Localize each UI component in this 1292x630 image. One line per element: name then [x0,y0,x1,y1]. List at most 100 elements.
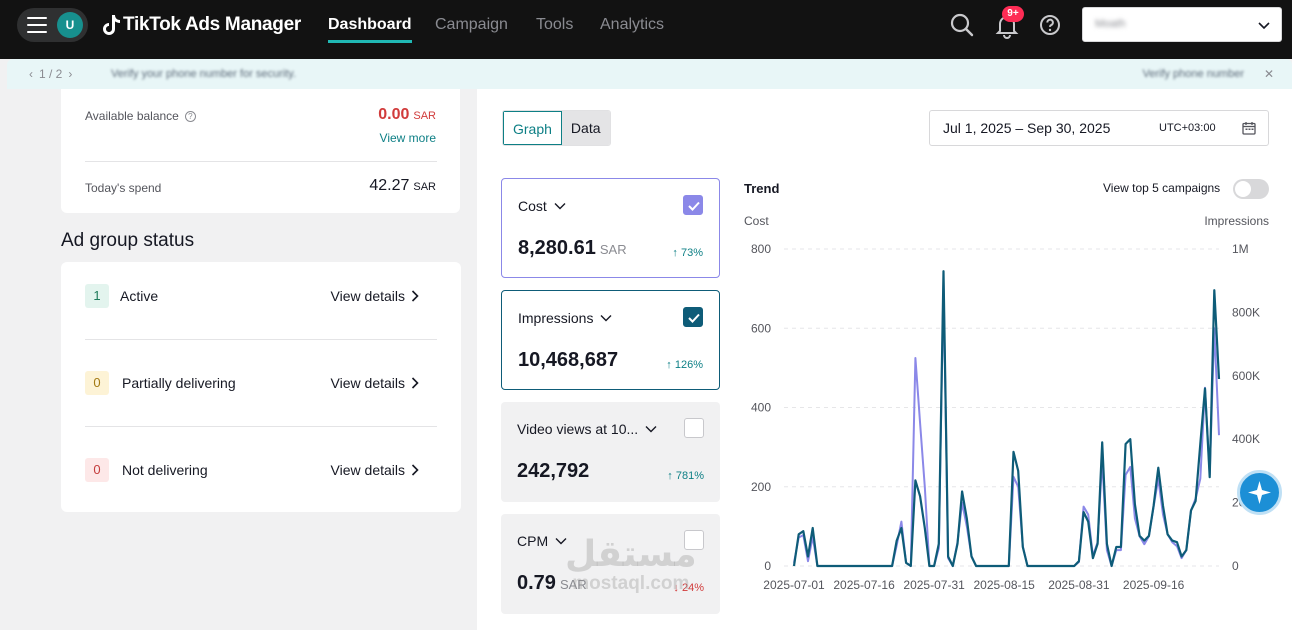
metric-change: ↑ 126% [666,359,703,371]
y2-tick-label: 600K [1232,369,1260,383]
close-icon[interactable]: ✕ [1263,67,1274,81]
y-tick-label: 200 [751,480,771,494]
todays-spend-label: Today's spend [85,181,162,195]
performance-panel: Graph Data Jul 1, 2025 – Sep 30, 2025 UT… [477,89,1292,630]
graph-tab[interactable]: Graph [503,111,562,145]
brand-name: TikTok Ads Manager [123,14,301,35]
date-range-picker[interactable]: Jul 1, 2025 – Sep 30, 2025 UTC+03:00 [929,110,1269,146]
brand-logo[interactable]: TikTok Ads Manager [101,12,301,38]
metric-change-value: 73% [680,247,703,259]
view-details-link[interactable]: View details [331,375,419,391]
date-range-text: Jul 1, 2025 – Sep 30, 2025 [943,120,1111,136]
tab-analytics[interactable]: Analytics [600,16,665,33]
metric-name-text: Impressions [518,310,594,326]
metric-checkbox[interactable] [684,530,704,550]
y-axis-title-right: Impressions [1204,214,1269,228]
metric-value-number: 242,792 [517,460,590,482]
search-icon[interactable] [949,12,975,38]
status-count: 0 [85,458,109,482]
chevron-down-icon [554,203,566,210]
metric-card-cost[interactable]: Cost 8,280.61 SAR ↑ 73% [501,178,720,278]
metric-change-value: 781% [675,470,704,482]
x-tick-label: 2025-07-31 [903,578,965,592]
chevron-right-icon [411,464,419,476]
notice-link[interactable]: Verify phone number [1142,68,1244,80]
tab-dashboard[interactable]: Dashboard [328,16,412,43]
y-axis-title-left: Cost [744,214,769,228]
divider [85,161,437,162]
view-details-link[interactable]: View details [331,288,419,304]
metric-unit: SAR [599,242,627,257]
balance-card: Available balance ? 0.00 SAR View more To… [61,89,460,213]
x-tick-label: 2025-08-15 [973,578,1035,592]
top5-toggle[interactable] [1233,179,1269,199]
metric-name[interactable]: Cost [518,198,566,214]
metric-value: 0.79 SAR [517,572,587,595]
tab-campaign[interactable]: Campaign [435,16,508,33]
metric-checkbox[interactable] [683,307,703,327]
chevron-left-icon[interactable]: ‹ [29,67,33,81]
status-row-active: 1 Active View details [85,284,437,310]
metric-change: ↑ 73% [672,247,703,259]
metric-change-value: 126% [674,359,703,371]
metric-change: ↓ 24% [673,582,704,594]
status-count: 1 [85,284,109,308]
todays-spend-amount: 42.27 SAR [369,177,436,195]
metric-unit: SAR [559,577,587,592]
metric-checkbox[interactable] [683,195,703,215]
view-more-link[interactable]: View more [379,131,436,145]
metric-name[interactable]: CPM [517,533,567,549]
chevron-down-icon [600,315,612,322]
currency-label: SAR [413,110,436,122]
top5-label: View top 5 campaigns [1103,181,1221,195]
trend-chart: 02004006008000200K400K600K800K1M2025-07-… [751,242,1260,592]
x-tick-label: 2025-07-01 [763,578,825,592]
assistant-button[interactable] [1237,470,1282,515]
metric-name-text: Video views at 10... [517,421,639,437]
ad-group-status-title: Ad group status [61,230,195,251]
hamburger-icon [27,17,47,33]
metric-value: 8,280.61 SAR [518,237,627,260]
available-balance-amount: 0.00 SAR [378,106,436,124]
todays-spend-value: 42.27 [369,177,410,194]
available-balance-value: 0.00 [378,106,410,123]
notice-banner: ‹ 1 / 2 › Verify your phone number for s… [7,59,1292,89]
chevron-right-icon[interactable]: › [68,67,73,81]
y-tick-label: 0 [764,559,771,573]
metric-card-impressions[interactable]: Impressions 10,468,687 ↑ 126% [501,290,720,390]
menu-account-button[interactable]: U [17,8,88,42]
metric-name[interactable]: Video views at 10... [517,421,657,437]
account-selector[interactable]: Moath [1082,7,1282,42]
tab-tools[interactable]: Tools [536,16,574,33]
top-navigation: U TikTok Ads Manager Dashboard Campaign … [0,0,1292,59]
info-icon[interactable]: ? [184,110,196,122]
metric-card-cpm[interactable]: CPM 0.79 SAR ↓ 24% [501,514,720,614]
divider [85,426,437,427]
metric-checkbox[interactable] [684,418,704,438]
notice-pager: ‹ 1 / 2 › [29,67,72,81]
notification-badge: 9+ [1002,6,1024,22]
chevron-right-icon [411,290,419,302]
metric-name[interactable]: Impressions [518,310,612,326]
metric-change: ↑ 781% [667,470,704,482]
calendar-icon [1242,122,1256,135]
avatar: U [57,12,83,38]
divider [85,339,437,340]
metric-card-video-views[interactable]: Video views at 10... 242,792 ↑ 781% [501,402,720,502]
y-tick-label: 800 [751,242,771,256]
view-details-link[interactable]: View details [331,462,419,478]
data-tab[interactable]: Data [561,111,610,145]
metric-change-value: 24% [681,582,704,594]
tiktok-logo-icon [103,15,120,35]
y-tick-label: 400 [751,401,771,415]
sparkle-icon [1248,481,1271,504]
help-icon[interactable] [1038,13,1062,37]
x-tick-label: 2025-09-16 [1123,578,1185,592]
ad-group-status-card: 1 Active View details 0 Partially delive… [61,262,461,512]
metric-name-text: Cost [518,198,547,214]
y2-tick-label: 400K [1232,432,1260,446]
status-row-partially-delivering: 0 Partially delivering View details [85,371,437,397]
metric-value: 242,792 [517,460,589,483]
x-tick-label: 2025-08-31 [1048,578,1110,592]
check-icon [688,201,700,211]
